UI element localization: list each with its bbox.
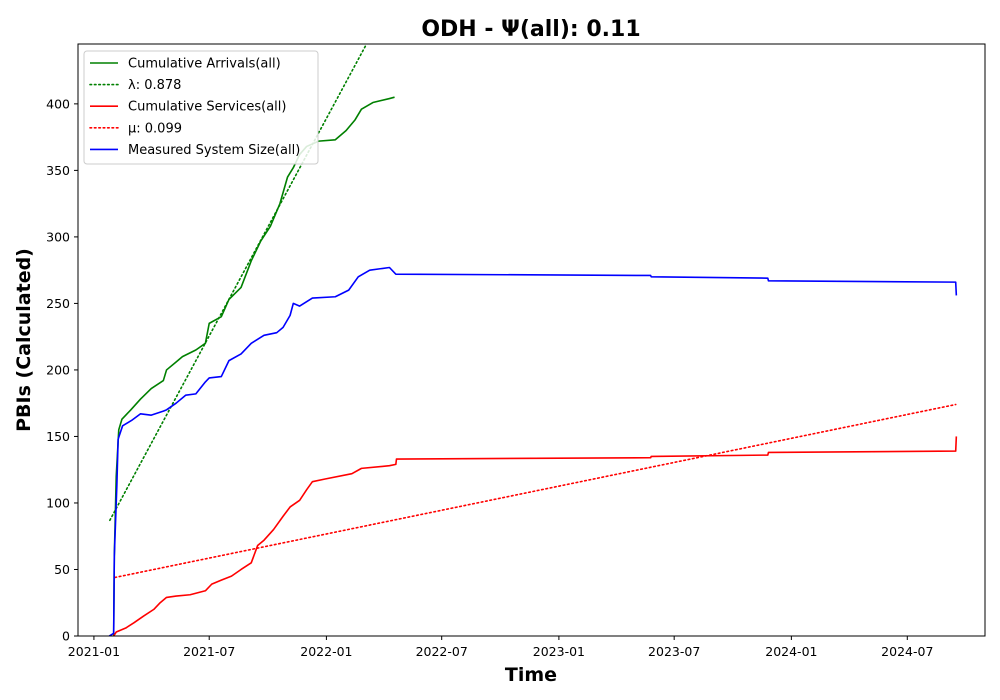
y-tick-label: 200 [46,362,70,377]
series-line-1 [109,44,368,522]
y-tick-label: 400 [46,96,70,111]
y-tick-label: 0 [62,629,70,644]
series-line-0 [112,96,395,636]
series-line-4 [108,266,958,636]
y-tick-label: 150 [46,429,70,444]
legend: Cumulative Arrivals(all) λ: 0.878 Cumulati… [83,50,319,165]
x-tick-label: 2021-07 [183,644,235,659]
x-tick-label: 2023-01 [533,644,585,659]
legend-label: μ: 0.099 [128,121,182,136]
x-tick-label: 2024-07 [881,644,933,659]
x-axis-ticks: 2021-01 2021-07 2022-01 2022-07 2023-01 2023-… [68,636,933,659]
x-tick-label: 2022-07 [416,644,468,659]
y-tick-label: 300 [46,229,70,244]
y-axis-label: PBIs (Calculated) [13,248,35,432]
legend-label: λ: 0.878 [128,78,181,93]
chart-title: ODH - Ψ(all): 0.11 [421,17,640,42]
y-tick-label: 350 [46,163,70,178]
plot-area [108,44,958,636]
x-tick-label: 2022-01 [300,644,352,659]
x-tick-label: 2024-01 [765,644,817,659]
y-tick-label: 50 [54,562,70,577]
legend-box [83,50,319,165]
y-tick-label: 250 [46,296,70,311]
y-axis-ticks: 0 50 100 150 200 250 300 350 400 [46,96,78,644]
x-axis-label: Time [505,664,557,686]
legend-label: Cumulative Arrivals(all) [128,57,281,72]
legend-label: Cumulative Services(all) [128,100,286,115]
legend-label: Measured System Size(all) [128,143,300,158]
x-tick-label: 2023-07 [648,644,700,659]
series-line-2 [112,436,958,636]
x-tick-label: 2021-01 [68,644,120,659]
series-line-3 [114,403,957,579]
plot-frame [77,43,986,637]
y-tick-label: 100 [46,495,70,510]
